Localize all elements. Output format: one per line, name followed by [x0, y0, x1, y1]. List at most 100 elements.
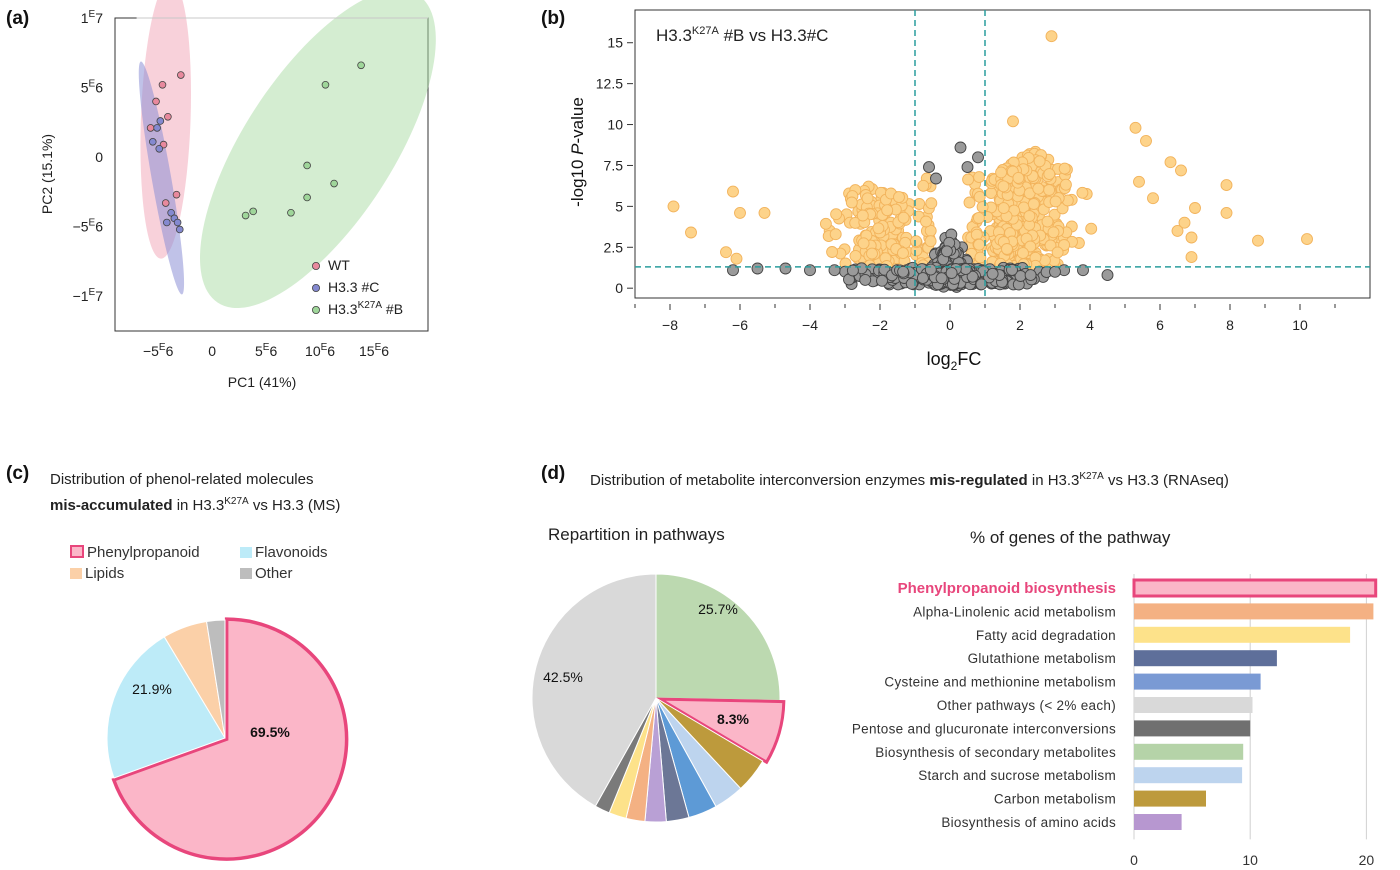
pca-legend: WT H3.3 #C H3.3K27A #B — [311, 257, 403, 317]
volcano-point-681 — [1007, 115, 1019, 128]
pca-y-tick-1-suffix: 6 — [95, 80, 103, 96]
bar-label-7: Biosynthesis of secondary metabolites — [875, 745, 1116, 760]
volcano-point-1481 — [1024, 269, 1037, 282]
volcano-title-tail: #B vs H3.3#C — [719, 26, 829, 45]
volcano-point-538 — [1023, 210, 1036, 222]
volcano-point-587 — [1032, 182, 1045, 195]
bar-label-5: Other pathways (< 2% each) — [937, 698, 1116, 713]
volcano-point-586 — [866, 247, 878, 260]
legend-swatch-other — [240, 568, 252, 579]
panel-d-title-tail: vs H3.3 (RNAseq) — [1103, 472, 1229, 489]
legend-swatch-lipids — [70, 568, 82, 579]
volcano-x-tick-9: 10 — [1292, 317, 1308, 333]
volcano-x-tick-0: −8 — [662, 317, 678, 333]
panel-label-a: (a) — [6, 8, 30, 29]
volcano-point-689 — [720, 246, 732, 259]
pca-legend-marker-0 — [311, 261, 320, 270]
pca-y-tick-0-exp: E — [89, 9, 96, 20]
pca-x-tick-3-exp: E — [321, 342, 328, 353]
pca-y-label: PC2 (15.1%) — [39, 134, 55, 214]
pca-y-tick-3-base: −5 — [73, 219, 89, 235]
pca-x-label: PC1 (41%) — [228, 374, 296, 390]
pca-legend-label-2: H3.3K27A #B — [328, 300, 403, 317]
volcano-y-tick-5: 12.5 — [596, 76, 623, 92]
volcano-y-tick-6: 15 — [607, 35, 623, 51]
bar-label-8: Starch and sucrose metabolism — [918, 768, 1116, 783]
volcano-point-662 — [973, 171, 986, 184]
volcano-y-tick-3: 7.5 — [604, 157, 624, 173]
volcano-point-678 — [972, 211, 985, 224]
volcano-thresholds — [635, 10, 1370, 298]
pca-point-s0-6 — [161, 199, 170, 207]
volcano-point-1456 — [916, 272, 929, 285]
volcano-point-675 — [925, 197, 938, 210]
bar-label-4: Cysteine and methionine metabolism — [884, 675, 1116, 690]
volcano-point-1483 — [945, 267, 958, 279]
volcano-point-694 — [1252, 234, 1264, 247]
pca-point-s1-0 — [156, 117, 165, 125]
pca-point-s1-1 — [153, 124, 161, 132]
pca-legend-label-base: H3.3 — [328, 301, 358, 317]
volcano-point-1480 — [1006, 263, 1018, 276]
volcano-y-label-tail: -value — [568, 97, 587, 143]
pca-point-s0-1 — [177, 71, 185, 79]
volcano-y-tick-4: 10 — [607, 117, 623, 133]
volcano-x-tick-4: 0 — [946, 317, 954, 333]
pca-legend-label-tail: #B — [382, 301, 403, 317]
pca-y-tick-4-exp: E — [89, 287, 96, 298]
volcano-y-tick-0: 0 — [615, 280, 623, 296]
ellipse-k27a — [199, 0, 436, 309]
volcano-point-617 — [1017, 247, 1029, 260]
panel-label-b: (b) — [541, 8, 566, 29]
pca-y-tick-3-exp: E — [89, 218, 96, 229]
volcano-point-616 — [997, 202, 1010, 215]
volcano-point-605 — [995, 166, 1008, 179]
pca-point-s1-3 — [155, 144, 164, 153]
volcano-point-571 — [893, 191, 905, 204]
bar-1 — [1134, 603, 1374, 620]
volcano-y-ticks: 0 2.5 5 7.5 10 12.5 15 — [596, 35, 633, 296]
volcano-plot-frame — [634, 9, 1371, 299]
legend-swatch-phenylpropanoid — [70, 545, 84, 558]
legend-label-phenylpropanoid: Phenylpropanoid — [87, 544, 200, 561]
volcano-x-tick-8: 8 — [1226, 317, 1234, 333]
volcano-point-1496 — [930, 172, 942, 185]
volcano-x-label-base: log — [927, 349, 951, 369]
volcano-point-702 — [1185, 251, 1198, 264]
legend-item-flavonoids: Flavonoids — [240, 544, 328, 561]
ellipse-h33c — [138, 61, 185, 295]
volcano-point-478 — [1076, 186, 1089, 199]
pca-y-tick-1: 5E6 — [81, 79, 103, 96]
volcano-point-673 — [963, 196, 976, 209]
pca-y-tick-4: −1E7 — [73, 287, 104, 304]
volcano-point-698 — [1189, 202, 1201, 214]
pie-d-slice-10 — [531, 573, 657, 807]
volcano-point-1462 — [975, 278, 988, 291]
volcano-point-660 — [917, 179, 930, 192]
pca-point-s0-7 — [172, 190, 181, 199]
pca-point-s1-8 — [175, 225, 184, 234]
pca-point-s2-1 — [357, 61, 365, 70]
pca-y-tick-4-suffix: 7 — [95, 288, 103, 304]
pie-d-label-0: 25.7% — [698, 601, 738, 617]
volcano-title-sup: K27A — [692, 25, 720, 37]
legend-swatch-flavonoids — [240, 547, 252, 558]
pca-x-tick-3: 10E6 — [305, 342, 335, 359]
pca-point-s0-4 — [146, 124, 155, 132]
volcano-point-686 — [734, 206, 746, 219]
volcano-point-672 — [924, 235, 937, 248]
legend-label-flavonoids: Flavonoids — [255, 544, 328, 561]
volcano-point-1492 — [954, 141, 967, 154]
volcano-point-1486 — [779, 262, 792, 275]
volcano-point-1468 — [859, 273, 872, 286]
volcano-x-tick-7: 6 — [1156, 317, 1164, 333]
volcano-point-1485 — [751, 262, 764, 275]
panel-label-c: (c) — [6, 463, 30, 484]
panel-c-title-base: in H3.3 — [172, 497, 225, 514]
volcano-point-1470 — [935, 272, 948, 285]
pie-c-label-0: 69.5% — [250, 724, 290, 740]
volcano-point-588 — [849, 249, 862, 262]
volcano-point-688 — [685, 226, 697, 239]
volcano-point-251 — [819, 217, 832, 230]
